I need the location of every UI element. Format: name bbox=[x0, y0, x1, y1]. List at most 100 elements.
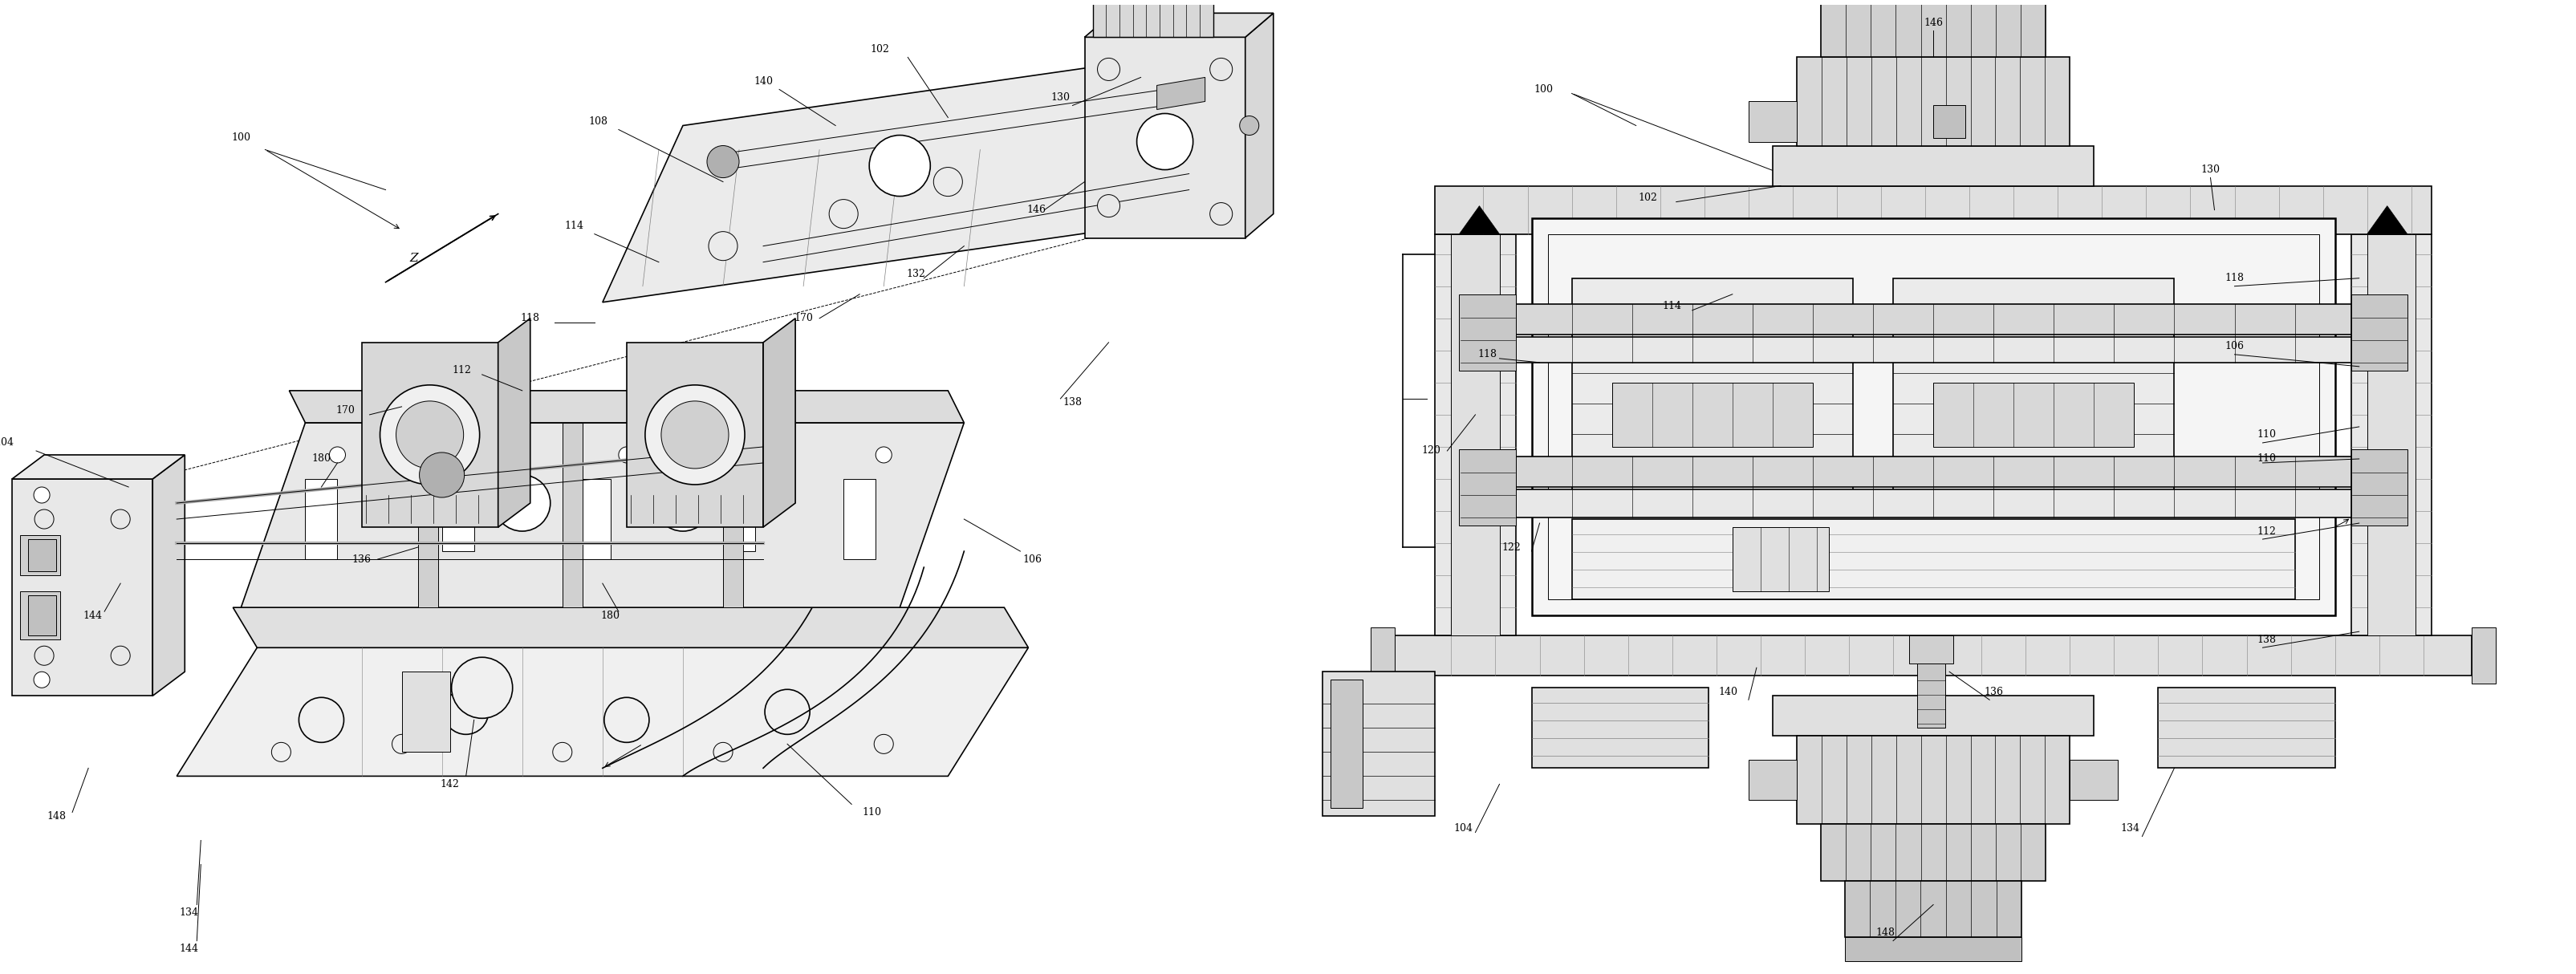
Polygon shape bbox=[13, 455, 185, 479]
Text: 118: 118 bbox=[1479, 350, 1497, 359]
Text: 134: 134 bbox=[2120, 823, 2141, 834]
Text: 100: 100 bbox=[232, 132, 250, 143]
Bar bbox=[1332, 680, 1363, 808]
Bar bbox=[1734, 527, 1829, 591]
Bar bbox=[1533, 218, 2334, 616]
Circle shape bbox=[714, 742, 732, 762]
Text: 180: 180 bbox=[600, 611, 621, 620]
Circle shape bbox=[755, 447, 770, 463]
Bar bbox=[580, 479, 611, 559]
Text: 110: 110 bbox=[863, 807, 881, 817]
Bar bbox=[1458, 449, 1515, 526]
Bar bbox=[1450, 234, 1499, 636]
Bar bbox=[28, 595, 57, 636]
Polygon shape bbox=[1084, 13, 1273, 37]
Circle shape bbox=[451, 657, 513, 718]
Circle shape bbox=[554, 742, 572, 762]
Circle shape bbox=[868, 135, 930, 196]
Polygon shape bbox=[1458, 206, 1499, 234]
Text: 112: 112 bbox=[453, 365, 471, 376]
Bar bbox=[1893, 279, 2174, 503]
Text: 114: 114 bbox=[1662, 301, 1682, 312]
Circle shape bbox=[873, 734, 894, 754]
Polygon shape bbox=[1157, 77, 1206, 109]
Text: 170: 170 bbox=[335, 405, 355, 416]
Text: 100: 100 bbox=[1535, 84, 1553, 94]
Polygon shape bbox=[603, 54, 1190, 302]
Bar bbox=[1917, 663, 1945, 728]
Bar bbox=[1548, 234, 2318, 599]
Circle shape bbox=[381, 385, 479, 485]
Circle shape bbox=[33, 672, 49, 688]
Circle shape bbox=[330, 447, 345, 463]
Circle shape bbox=[1097, 58, 1121, 81]
Text: 122: 122 bbox=[1502, 542, 1520, 552]
Circle shape bbox=[933, 168, 963, 196]
Bar bbox=[1118, 0, 1190, 1]
Text: 130: 130 bbox=[1051, 93, 1069, 102]
Bar bbox=[842, 479, 876, 559]
Text: 138: 138 bbox=[2257, 634, 2277, 645]
Circle shape bbox=[392, 734, 412, 754]
Bar bbox=[1844, 880, 2022, 937]
Text: 110: 110 bbox=[2257, 454, 2277, 464]
Circle shape bbox=[765, 690, 809, 734]
Text: 112: 112 bbox=[2257, 526, 2277, 537]
Text: 110: 110 bbox=[2257, 430, 2277, 440]
Polygon shape bbox=[152, 455, 185, 695]
Circle shape bbox=[618, 447, 634, 463]
Bar bbox=[2367, 234, 2416, 636]
Polygon shape bbox=[497, 318, 531, 527]
Text: 120: 120 bbox=[1422, 446, 1440, 456]
Bar bbox=[1321, 672, 1435, 816]
Bar bbox=[2470, 627, 2496, 684]
Circle shape bbox=[33, 646, 54, 665]
Circle shape bbox=[111, 646, 131, 665]
Polygon shape bbox=[178, 648, 1028, 776]
Circle shape bbox=[495, 475, 551, 531]
Text: 118: 118 bbox=[520, 313, 541, 323]
Text: 148: 148 bbox=[1875, 927, 1896, 938]
Text: 132: 132 bbox=[907, 269, 925, 280]
Text: 130: 130 bbox=[2200, 165, 2221, 175]
Bar bbox=[1515, 457, 2352, 487]
Circle shape bbox=[33, 509, 54, 529]
Bar bbox=[1795, 736, 2071, 824]
Bar bbox=[1613, 383, 1814, 447]
Circle shape bbox=[1136, 114, 1193, 169]
Bar bbox=[1435, 234, 1515, 636]
Text: 104: 104 bbox=[1453, 823, 1473, 834]
Bar bbox=[1749, 101, 1795, 141]
Bar bbox=[21, 591, 59, 640]
Text: Z: Z bbox=[410, 252, 417, 264]
Circle shape bbox=[299, 697, 343, 742]
Bar bbox=[562, 423, 582, 608]
Circle shape bbox=[1211, 203, 1231, 225]
Bar bbox=[1370, 627, 1396, 684]
Bar bbox=[1772, 695, 2094, 736]
Circle shape bbox=[605, 697, 649, 742]
Text: 138: 138 bbox=[1064, 397, 1082, 408]
Text: 106: 106 bbox=[1023, 554, 1041, 565]
Bar bbox=[1844, 937, 2022, 961]
Bar bbox=[2352, 294, 2409, 370]
Circle shape bbox=[270, 742, 291, 762]
Bar bbox=[28, 540, 57, 572]
Bar bbox=[1932, 383, 2133, 447]
Bar bbox=[1749, 760, 1795, 801]
Bar bbox=[1092, 1, 1213, 37]
Bar bbox=[1821, 1, 2045, 57]
Text: 114: 114 bbox=[564, 221, 585, 231]
Bar bbox=[1571, 279, 1852, 503]
Circle shape bbox=[1097, 195, 1121, 217]
Circle shape bbox=[1239, 116, 1260, 135]
Bar bbox=[21, 535, 59, 576]
Text: 102: 102 bbox=[1638, 193, 1659, 203]
Circle shape bbox=[111, 509, 131, 529]
Circle shape bbox=[654, 475, 711, 531]
Bar bbox=[1533, 688, 1708, 768]
Circle shape bbox=[706, 146, 739, 178]
Polygon shape bbox=[13, 479, 152, 695]
Polygon shape bbox=[2367, 206, 2409, 234]
Bar bbox=[307, 479, 337, 559]
